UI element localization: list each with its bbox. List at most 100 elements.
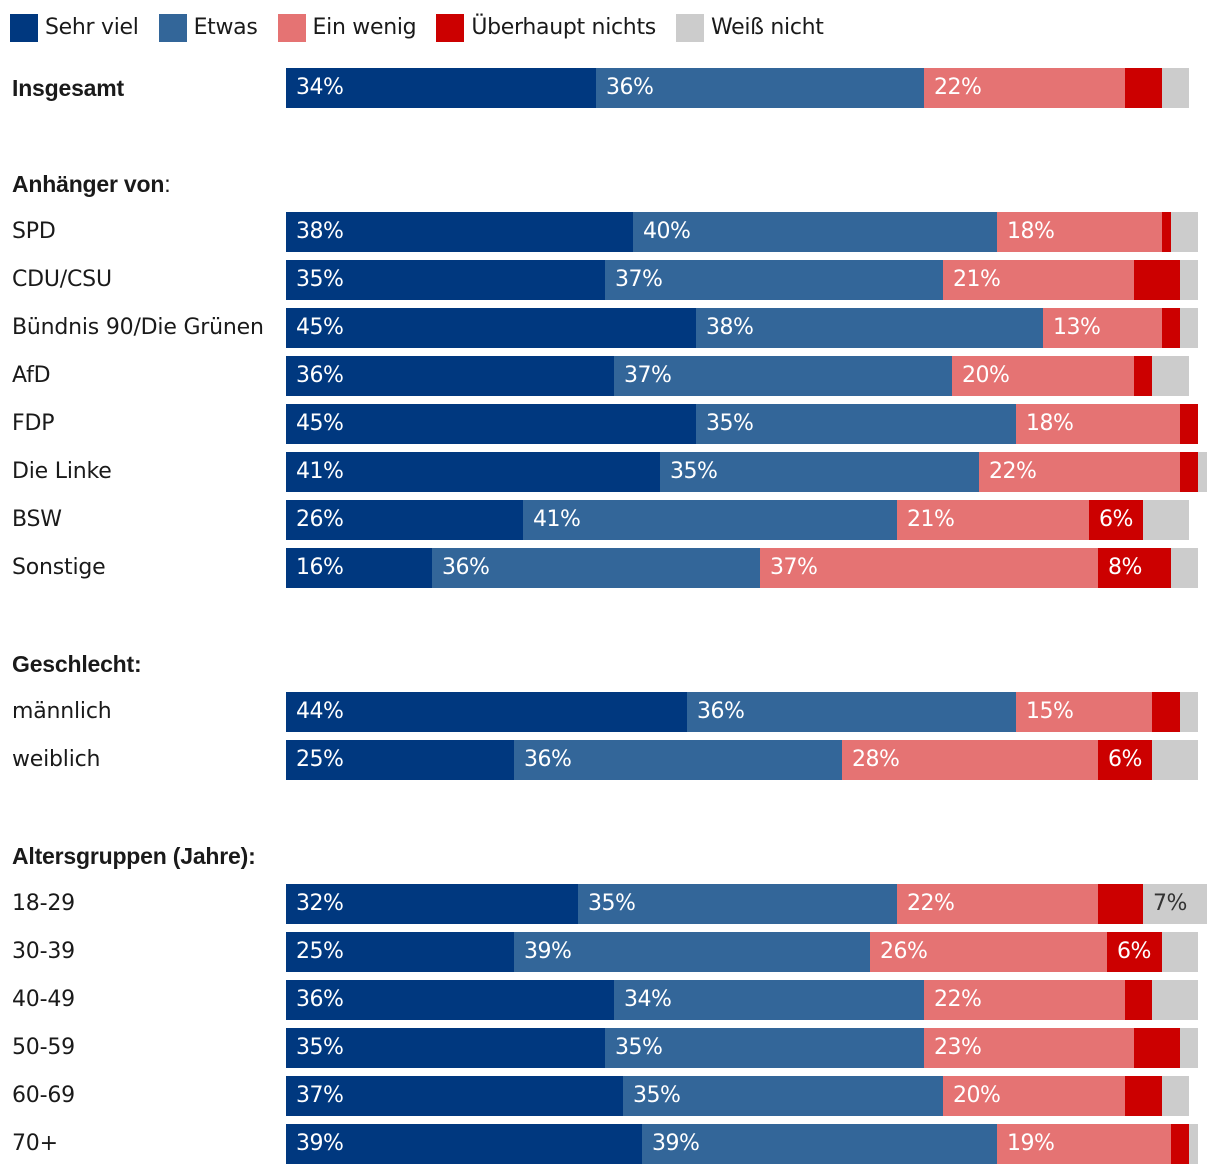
bar-segment-etwas: 36%	[514, 740, 842, 780]
data-label: 22%	[934, 987, 982, 1012]
bar-segment-weiss-nicht	[1162, 1076, 1189, 1116]
bar-segment-ein-wenig: 22%	[897, 884, 1098, 924]
bar-segment-ueberhaupt-nichts	[1134, 260, 1180, 300]
bar-segment-weiss-nicht	[1189, 1124, 1198, 1164]
bar-segment-ueberhaupt-nichts: 8%	[1098, 548, 1171, 588]
data-label: 23%	[934, 1035, 982, 1060]
data-label: 35%	[706, 411, 754, 436]
data-label: 18%	[1007, 219, 1055, 244]
data-label: 21%	[907, 507, 955, 532]
bar-segment-etwas: 41%	[523, 500, 897, 540]
data-label: 18%	[1026, 411, 1074, 436]
bar-segment-ein-wenig: 13%	[1043, 308, 1162, 348]
bar-segment-ueberhaupt-nichts	[1125, 68, 1162, 108]
data-label: 36%	[606, 75, 654, 100]
group-heading-text: Altersgruppen (Jahre):	[12, 843, 256, 869]
category-label-50-59: 50-59	[12, 1035, 75, 1060]
bar-segment-ueberhaupt-nichts	[1152, 692, 1180, 732]
legend-item-ueberhaupt-nichts: Überhaupt nichts	[436, 14, 656, 42]
bar-segment-ein-wenig: 26%	[870, 932, 1107, 972]
bar-segment-ueberhaupt-nichts: 6%	[1098, 740, 1152, 780]
bar-segment-weiss-nicht	[1171, 548, 1198, 588]
bar-insgesamt: 34% 36% 22%	[286, 68, 1189, 108]
bar-segment-ein-wenig: 19%	[997, 1124, 1171, 1164]
bar-segment-etwas: 35%	[605, 1028, 924, 1068]
bar-segment-weiss-nicht	[1162, 932, 1198, 972]
bar-70: 39% 39% 19%	[286, 1124, 1198, 1164]
bar-segment-etwas: 35%	[623, 1076, 943, 1116]
bar-segment-ein-wenig: 18%	[997, 212, 1162, 252]
data-label: 35%	[615, 1035, 663, 1060]
bar-sonstige: 16% 36% 37% 8%	[286, 548, 1198, 588]
category-label-sonstige: Sonstige	[12, 555, 106, 580]
bar-segment-etwas: 36%	[596, 68, 924, 108]
bar-cdu-csu: 35% 37% 21%	[286, 260, 1198, 300]
bar-segment-sehr-viel: 35%	[286, 1028, 605, 1068]
bar-segment-etwas: 38%	[696, 308, 1043, 348]
bar-weiblich: 25% 36% 28% 6%	[286, 740, 1198, 780]
bar-segment-sehr-viel: 32%	[286, 884, 578, 924]
data-label: 21%	[953, 267, 1001, 292]
bar-segment-ueberhaupt-nichts: 6%	[1107, 932, 1162, 972]
bar-segment-weiss-nicht: 7%	[1143, 884, 1207, 924]
data-label: 20%	[953, 1083, 1001, 1108]
bar-segment-ein-wenig: 37%	[760, 548, 1098, 588]
legend-item-sehr-viel: Sehr viel	[10, 14, 139, 42]
category-label-30-39: 30-39	[12, 939, 75, 964]
bar-segment-sehr-viel: 44%	[286, 692, 687, 732]
bar-segment-etwas: 36%	[432, 548, 760, 588]
bar-segment-weiss-nicht	[1180, 692, 1198, 732]
data-label: 38%	[706, 315, 754, 340]
data-label: 39%	[652, 1131, 700, 1156]
bar-30-39: 25% 39% 26% 6%	[286, 932, 1198, 972]
data-label: 34%	[296, 75, 344, 100]
data-label: 25%	[296, 747, 344, 772]
data-label: 36%	[697, 699, 745, 724]
bar-segment-ein-wenig: 22%	[924, 68, 1125, 108]
bar-segment-weiss-nicht	[1152, 980, 1198, 1020]
bar-segment-ueberhaupt-nichts	[1180, 404, 1198, 444]
data-label: 37%	[615, 267, 663, 292]
data-label: 22%	[934, 75, 982, 100]
bar-segment-ein-wenig: 20%	[952, 356, 1134, 396]
bar-segment-weiss-nicht	[1180, 308, 1198, 348]
category-label-afd: AfD	[12, 363, 51, 388]
bar-segment-ueberhaupt-nichts	[1125, 980, 1152, 1020]
bar-segment-etwas: 37%	[614, 356, 952, 396]
bar-segment-etwas: 39%	[642, 1124, 997, 1164]
legend-swatch-sehr-viel	[10, 14, 38, 42]
category-label-60-69: 60-69	[12, 1083, 75, 1108]
bar-40-49: 36% 34% 22%	[286, 980, 1198, 1020]
data-label: 36%	[442, 555, 490, 580]
bar-segment-weiss-nicht	[1162, 68, 1189, 108]
bar-segment-ueberhaupt-nichts	[1098, 884, 1143, 924]
bar-segment-sehr-viel: 36%	[286, 980, 614, 1020]
data-label: 34%	[624, 987, 672, 1012]
bar-buendnis-90-die-gruenen: 45% 38% 13%	[286, 308, 1198, 348]
category-label-spd: SPD	[12, 219, 56, 244]
legend-swatch-etwas	[158, 14, 187, 42]
data-label: 20%	[962, 363, 1010, 388]
bar-segment-etwas: 34%	[614, 980, 924, 1020]
data-label: 38%	[296, 219, 344, 244]
data-label: 13%	[1053, 315, 1101, 340]
category-label-fdp: FDP	[12, 411, 55, 436]
data-label: 22%	[989, 459, 1037, 484]
bar-die-linke: 41% 35% 22%	[286, 452, 1207, 492]
data-label: 6%	[1099, 507, 1133, 532]
category-label-70: 70+	[12, 1131, 58, 1156]
category-label-cdu-csu: CDU/CSU	[12, 267, 112, 292]
data-label: 45%	[296, 315, 344, 340]
data-label: 36%	[296, 987, 344, 1012]
data-label: 7%	[1153, 891, 1187, 916]
data-label: 8%	[1108, 555, 1142, 580]
bar-segment-ueberhaupt-nichts: 6%	[1089, 500, 1143, 540]
group-heading-text: Geschlecht:	[12, 651, 142, 677]
bar-segment-weiss-nicht	[1152, 356, 1189, 396]
legend-item-ein-wenig: Ein wenig	[277, 14, 417, 42]
data-label: 44%	[296, 699, 344, 724]
bar-segment-sehr-viel: 39%	[286, 1124, 642, 1164]
data-label: 26%	[296, 507, 344, 532]
data-label: 32%	[296, 891, 344, 916]
